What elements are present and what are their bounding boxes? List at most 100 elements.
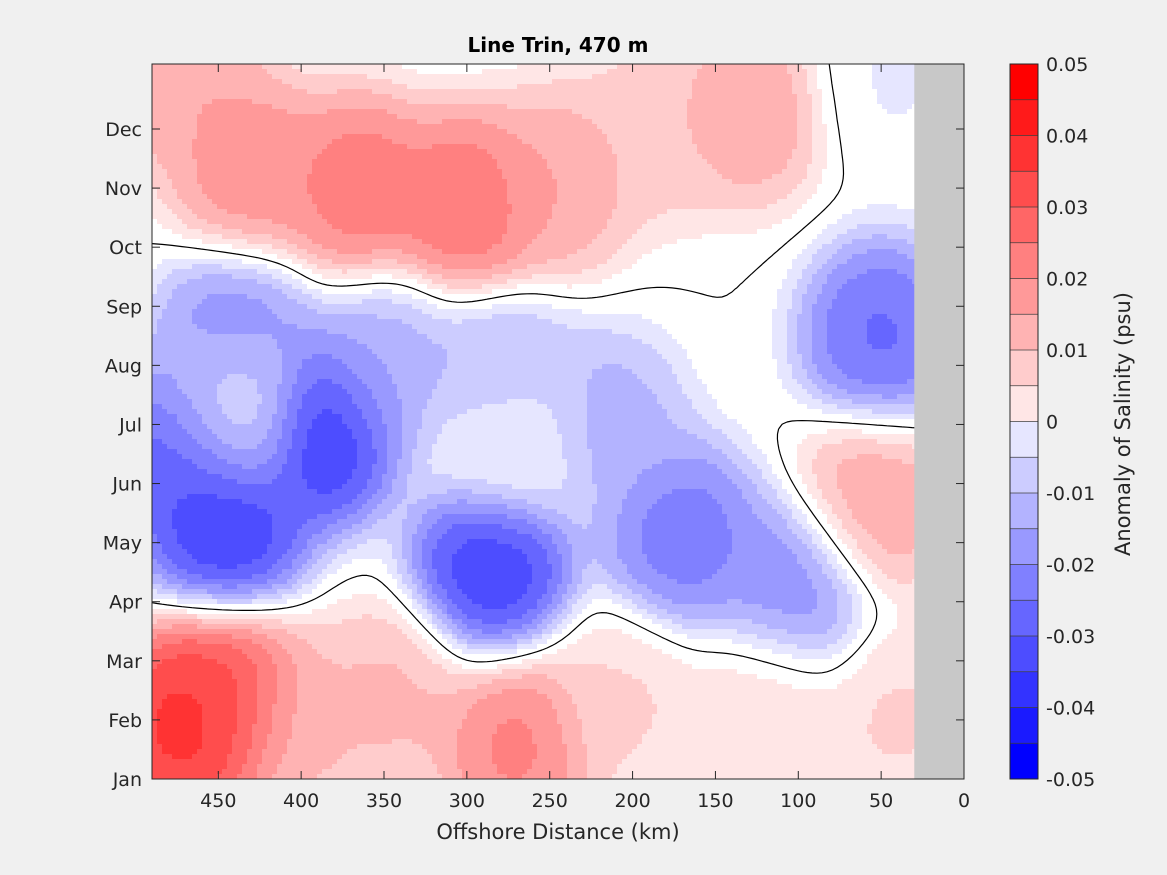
field-cell: [507, 179, 513, 185]
field-cell: [902, 79, 908, 85]
field-cell: [572, 69, 578, 75]
field-cell: [637, 199, 643, 205]
field-cell: [812, 184, 818, 190]
field-cell: [592, 134, 598, 140]
field-cell: [232, 104, 238, 110]
field-cell: [782, 79, 788, 85]
field-cell: [312, 174, 318, 180]
field-cell: [152, 179, 158, 185]
field-cell: [642, 129, 648, 135]
field-cell: [342, 164, 348, 170]
field-cell: [827, 179, 833, 185]
field-cell: [797, 84, 803, 90]
field-cell: [717, 104, 723, 110]
field-cell: [577, 209, 583, 215]
field-cell: [607, 184, 613, 190]
field-cell: [767, 64, 773, 70]
field-cell: [512, 74, 518, 80]
field-cell: [317, 79, 323, 85]
field-cell: [337, 174, 343, 180]
field-cell: [457, 174, 463, 180]
field-cell: [507, 199, 513, 205]
field-cell: [612, 149, 618, 155]
field-cell: [887, 149, 893, 155]
field-cell: [332, 184, 338, 190]
field-cell: [577, 99, 583, 105]
field-cell: [337, 144, 343, 150]
field-cell: [197, 89, 203, 95]
field-cell: [802, 94, 808, 100]
field-cell: [752, 169, 758, 175]
field-cell: [437, 134, 443, 140]
field-cell: [797, 159, 803, 165]
field-cell: [852, 164, 858, 170]
field-cell: [547, 139, 553, 145]
field-cell: [762, 89, 768, 95]
field-cell: [627, 94, 633, 100]
field-cell: [187, 74, 193, 80]
field-cell: [152, 139, 158, 145]
field-cell: [532, 174, 538, 180]
field-cell: [257, 139, 263, 145]
field-cell: [882, 79, 888, 85]
field-cell: [902, 99, 908, 105]
field-cell: [382, 174, 388, 180]
field-cell: [602, 164, 608, 170]
field-cell: [792, 124, 798, 130]
field-cell: [407, 64, 413, 70]
field-cell: [182, 169, 188, 175]
field-cell: [382, 69, 388, 75]
field-cell: [212, 89, 218, 95]
field-cell: [837, 209, 843, 215]
field-cell: [392, 189, 398, 195]
field-cell: [487, 204, 493, 210]
field-cell: [642, 159, 648, 165]
field-cell: [852, 159, 858, 165]
field-cell: [762, 109, 768, 115]
field-cell: [502, 184, 508, 190]
field-cell: [452, 104, 458, 110]
field-cell: [342, 64, 348, 70]
field-cell: [262, 199, 268, 205]
field-cell: [762, 154, 768, 160]
field-cell: [647, 209, 653, 215]
field-cell: [887, 134, 893, 140]
field-cell: [262, 99, 268, 105]
field-cell: [557, 164, 563, 170]
field-cell: [432, 179, 438, 185]
field-cell: [297, 114, 303, 120]
field-cell: [837, 109, 843, 115]
field-cell: [832, 184, 838, 190]
field-cell: [807, 199, 813, 205]
field-cell: [657, 64, 663, 70]
field-cell: [157, 74, 163, 80]
field-cell: [642, 64, 648, 70]
field-cell: [307, 154, 313, 160]
field-cell: [792, 179, 798, 185]
field-cell: [752, 119, 758, 125]
field-cell: [787, 109, 793, 115]
field-cell: [332, 74, 338, 80]
field-cell: [317, 114, 323, 120]
field-cell: [592, 104, 598, 110]
field-cell: [817, 129, 823, 135]
field-cell: [432, 84, 438, 90]
field-cell: [177, 99, 183, 105]
field-cell: [152, 69, 158, 75]
field-cell: [157, 199, 163, 205]
field-cell: [502, 149, 508, 155]
field-cell: [407, 114, 413, 120]
field-cell: [352, 164, 358, 170]
field-cell: [452, 94, 458, 100]
field-cell: [682, 114, 688, 120]
field-cell: [462, 144, 468, 150]
field-cell: [432, 164, 438, 170]
field-cell: [757, 69, 763, 75]
field-cell: [412, 129, 418, 135]
field-cell: [522, 89, 528, 95]
field-cell: [597, 104, 603, 110]
field-cell: [377, 134, 383, 140]
field-cell: [722, 139, 728, 145]
field-cell: [692, 204, 698, 210]
field-cell: [262, 129, 268, 135]
